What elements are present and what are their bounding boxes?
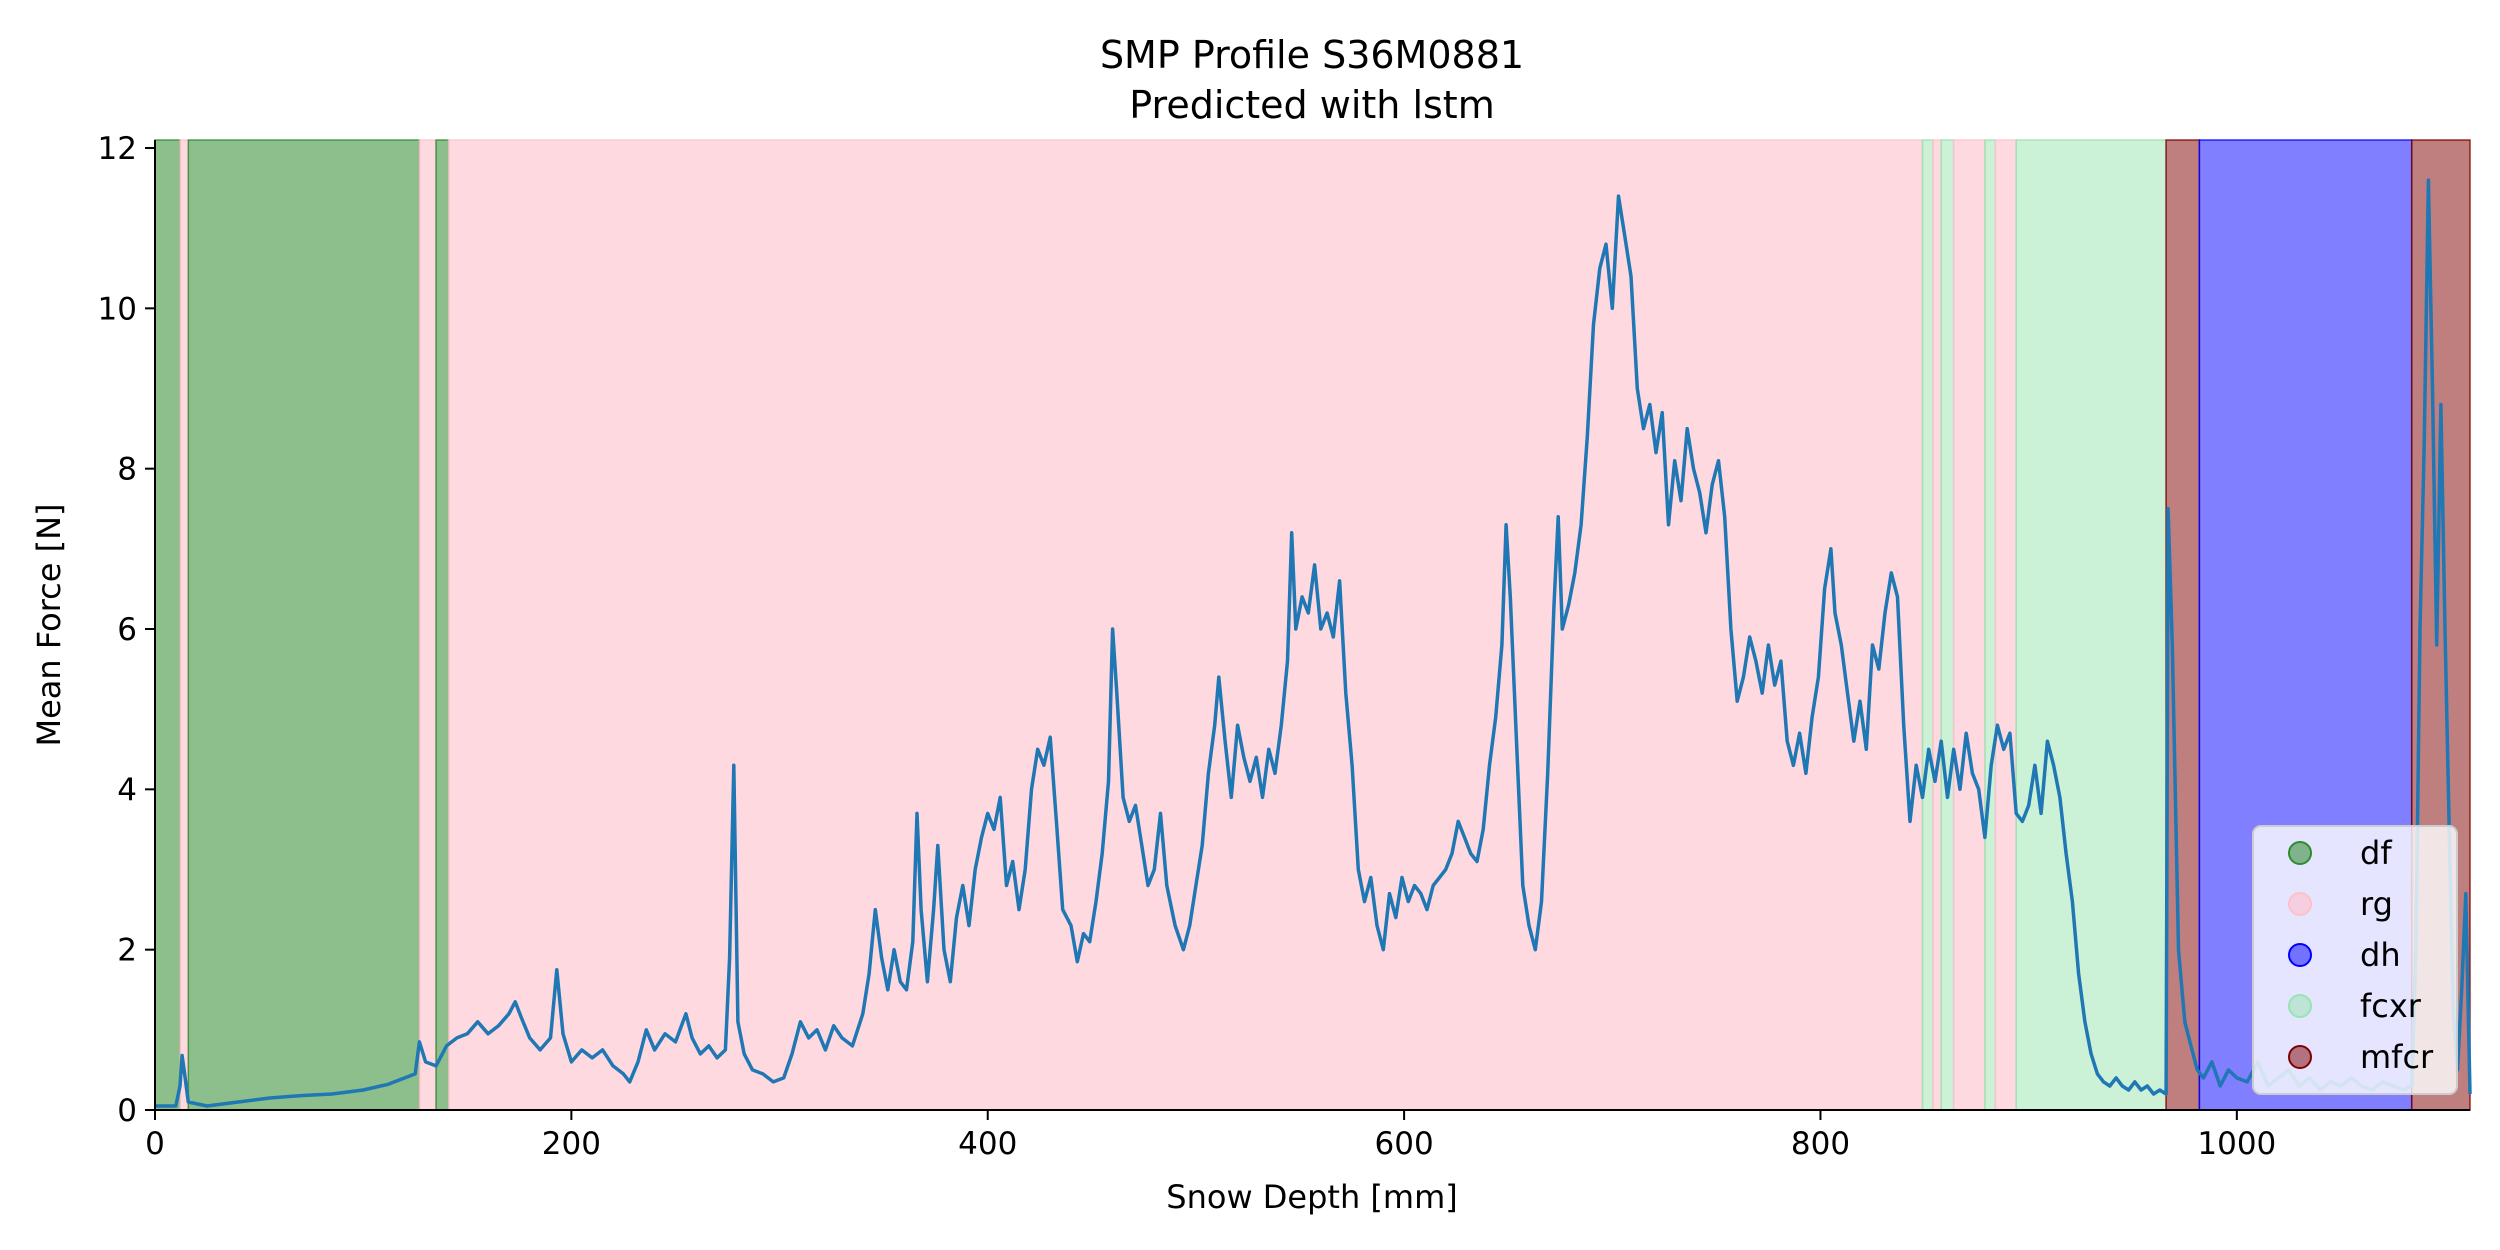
legend-label-fcxr: fcxr [2360,987,2422,1025]
y-tick-label: 4 [117,772,137,808]
layer-band-rg [447,139,1924,1111]
x-ticks: 0 200 400 600 800 1000 [145,1110,2276,1162]
x-tick-label: 600 [1375,1126,1434,1162]
y-tick-label: 6 [117,612,137,648]
x-tick-label: 0 [145,1126,165,1162]
y-tick-label: 0 [117,1093,137,1129]
legend: df rg dh fcxr mfcr [2252,825,2458,1095]
layer-band-rg [179,139,190,1111]
legend-marker-dh [2288,943,2312,967]
layer-band-df [187,139,421,1111]
y-ticks: 0 2 4 6 8 10 12 [98,131,155,1129]
x-tick-label: 400 [958,1126,1017,1162]
y-tick-label: 8 [117,452,137,488]
layer-band-fcxr [1940,139,1955,1111]
y-tick-label: 10 [98,291,137,327]
layer-band-df [154,139,181,1111]
chart-title: SMP Profile S36M0881 [1100,33,1524,77]
mean-force-line [155,178,2472,1108]
layer-band-rg [1952,139,1986,1111]
legend-marker-mfcr [2288,1045,2312,1069]
x-tick-label: 200 [542,1126,601,1162]
data-line-group [155,178,2472,1108]
x-axis-label: Snow Depth [mm] [1166,1178,1457,1216]
y-tick-label: 2 [117,933,137,969]
legend-label-rg: rg [2360,885,2393,923]
y-tick-label: 12 [98,131,137,167]
layer-band-fcxr [1984,139,1997,1111]
layer-band-df [435,139,450,1111]
chart-subtitle: Predicted with lstm [1129,83,1494,127]
legend-label-df: df [2360,834,2392,872]
axes [154,140,2470,1111]
layer-band-fcxr [2015,139,2167,1111]
layer-bands [154,139,2471,1111]
legend-label-dh: dh [2360,936,2401,974]
legend-marker-df [2288,841,2312,865]
y-axis-label: Mean Force [N] [30,503,68,746]
x-tick-label: 1000 [2197,1126,2276,1162]
legend-marker-fcxr [2288,994,2312,1018]
legend-label-mfcr: mfcr [2360,1038,2434,1076]
layer-band-rg [418,139,437,1111]
layer-band-rg [1994,139,2017,1111]
layer-band-rg [1932,139,1942,1111]
layer-band-fcxr [1921,139,1934,1111]
legend-marker-rg [2288,892,2312,916]
x-tick-label: 800 [1791,1126,1850,1162]
